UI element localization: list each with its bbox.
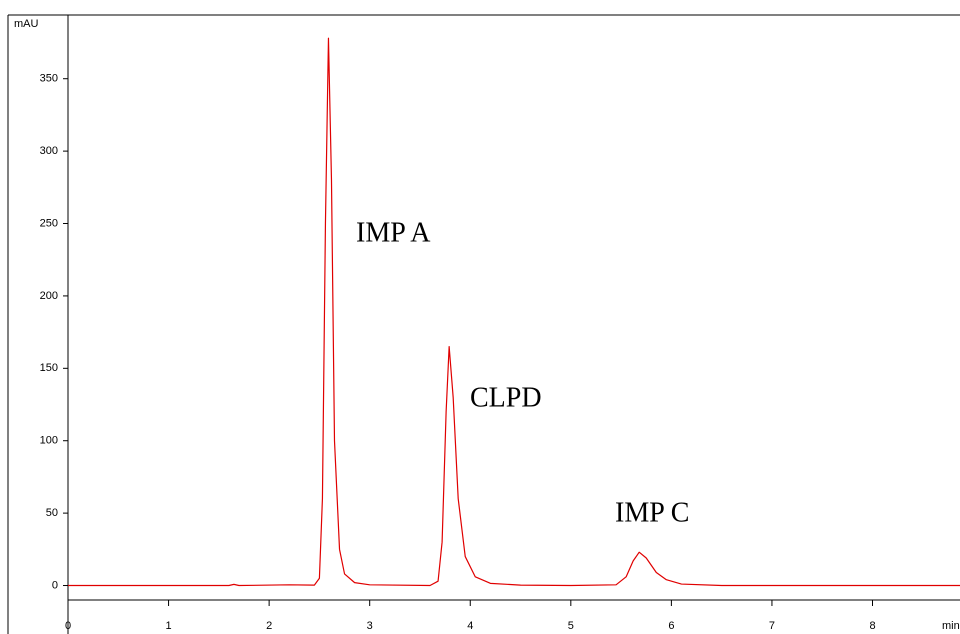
y-tick-label: 250	[40, 217, 58, 229]
x-tick-label: 3	[367, 620, 373, 632]
peak-label: IMP A	[356, 217, 431, 248]
y-tick-label: 0	[52, 579, 58, 591]
x-tick-label: 0	[65, 620, 71, 632]
y-tick-label: 100	[40, 435, 58, 447]
y-tick-label: 300	[40, 145, 58, 157]
x-tick-label: 8	[869, 620, 875, 632]
peak-label: IMP C	[615, 497, 689, 528]
y-tick-label: 200	[40, 290, 58, 302]
x-tick-label: 4	[467, 620, 473, 632]
y-tick-label: 150	[40, 362, 58, 374]
x-tick-label: 6	[668, 620, 674, 632]
y-axis-label: mAU	[14, 18, 39, 30]
y-tick-label: 50	[46, 507, 58, 519]
x-tick-label: 2	[266, 620, 272, 632]
x-tick-label: 5	[568, 620, 574, 632]
y-tick-label: 350	[40, 73, 58, 85]
x-tick-label: 1	[166, 620, 172, 632]
peak-label: CLPD	[470, 382, 542, 413]
chromatogram-line	[68, 37, 960, 587]
x-axis-label: min	[942, 620, 960, 632]
x-tick-label: 7	[769, 620, 775, 632]
